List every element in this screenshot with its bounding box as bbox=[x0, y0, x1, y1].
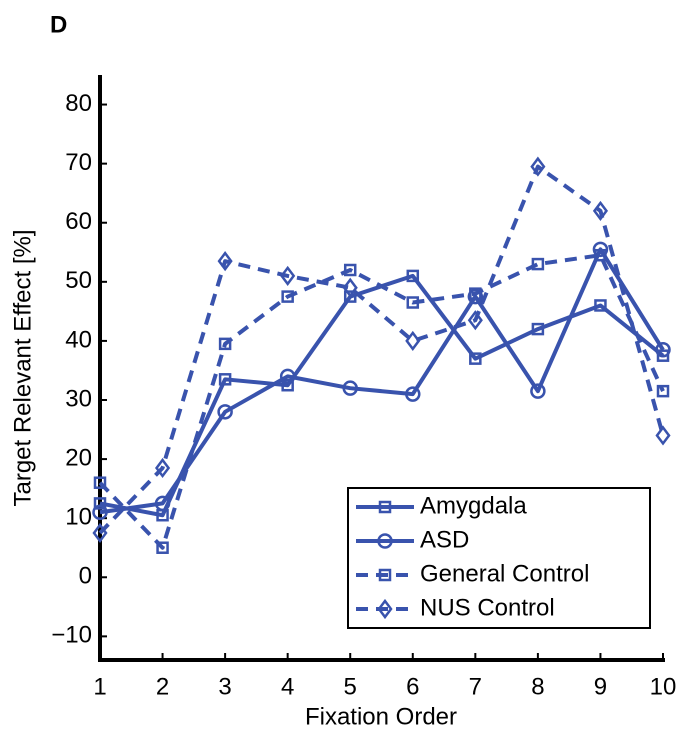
marker bbox=[378, 568, 392, 582]
x-tick-label: 6 bbox=[406, 673, 419, 700]
x-tick-label: 10 bbox=[650, 673, 677, 700]
marker bbox=[592, 241, 609, 258]
marker bbox=[469, 287, 482, 300]
legend-label: NUS Control bbox=[420, 594, 555, 621]
marker bbox=[154, 457, 171, 479]
marker bbox=[531, 257, 545, 271]
x-tick-label: 3 bbox=[218, 673, 231, 700]
marker bbox=[406, 296, 420, 309]
marker bbox=[218, 373, 232, 386]
marker bbox=[281, 378, 294, 392]
y-tick-label: 30 bbox=[65, 385, 92, 412]
marker bbox=[280, 265, 296, 286]
marker bbox=[656, 384, 670, 398]
y-tick-label: 20 bbox=[65, 444, 92, 471]
marker bbox=[377, 533, 393, 549]
marker bbox=[377, 598, 393, 620]
y-tick-label: 10 bbox=[65, 504, 92, 531]
series-line bbox=[98, 253, 665, 550]
marker bbox=[218, 337, 232, 351]
marker bbox=[592, 200, 609, 221]
x-tick-label: 8 bbox=[531, 673, 544, 700]
x-tick-label: 1 bbox=[93, 673, 106, 700]
marker bbox=[594, 248, 607, 262]
marker bbox=[378, 500, 392, 514]
y-tick-label: 60 bbox=[65, 208, 92, 235]
y-axis-label: Target Relevant Effect [%] bbox=[9, 229, 36, 506]
marker bbox=[467, 288, 484, 305]
x-axis-label: Fixation Order bbox=[305, 703, 457, 730]
marker bbox=[92, 504, 108, 521]
marker bbox=[279, 368, 296, 385]
marker bbox=[93, 497, 107, 510]
x-tick-label: 5 bbox=[344, 673, 357, 700]
marker bbox=[405, 330, 421, 351]
marker bbox=[530, 383, 546, 399]
marker bbox=[467, 310, 483, 331]
y-tick-label: 80 bbox=[65, 90, 92, 117]
marker bbox=[93, 476, 107, 489]
marker bbox=[281, 290, 294, 303]
marker bbox=[655, 425, 671, 446]
y-tick-label: 0 bbox=[79, 563, 92, 590]
marker bbox=[655, 342, 671, 358]
y-tick-label: 40 bbox=[65, 326, 92, 353]
series-line bbox=[99, 247, 665, 515]
y-tick-label: 50 bbox=[65, 267, 92, 294]
marker bbox=[156, 541, 169, 554]
marker bbox=[92, 522, 108, 544]
marker bbox=[217, 251, 233, 272]
marker bbox=[342, 380, 358, 396]
x-tick-label: 7 bbox=[469, 673, 482, 700]
marker bbox=[342, 277, 358, 298]
x-tick-label: 2 bbox=[156, 673, 169, 700]
legend-box bbox=[347, 487, 651, 629]
legend-label: General Control bbox=[420, 560, 589, 587]
x-tick-label: 4 bbox=[281, 673, 294, 700]
marker bbox=[217, 404, 233, 420]
series-line bbox=[98, 164, 665, 535]
marker bbox=[343, 290, 357, 303]
y-tick-label: −10 bbox=[51, 622, 92, 649]
marker bbox=[405, 386, 421, 402]
marker bbox=[469, 352, 482, 365]
marker bbox=[530, 156, 546, 177]
y-tick-label: 70 bbox=[65, 149, 92, 176]
marker bbox=[154, 495, 171, 512]
legend: Amygdala ASD General Control NUS Control bbox=[347, 487, 651, 629]
marker bbox=[343, 263, 357, 277]
x-tick-label: 9 bbox=[594, 673, 607, 700]
marker bbox=[531, 322, 545, 336]
panel-label: D bbox=[50, 11, 67, 38]
legend-label: ASD bbox=[420, 526, 469, 553]
legend-label: Amygdala bbox=[420, 492, 527, 519]
marker bbox=[406, 269, 420, 283]
marker bbox=[594, 299, 607, 312]
